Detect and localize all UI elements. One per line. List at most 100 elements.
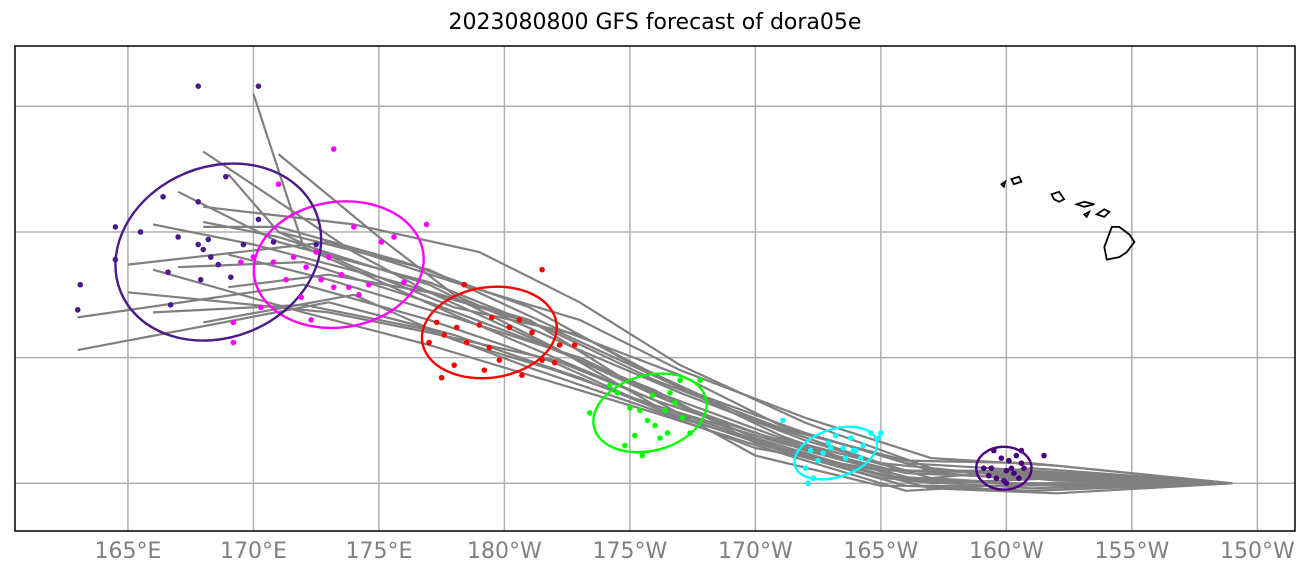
uncertainty-ellipse bbox=[420, 285, 558, 380]
forecast-position-dot bbox=[290, 254, 297, 260]
forecast-position-dot bbox=[112, 256, 119, 263]
forecast-position-dot bbox=[1011, 470, 1017, 477]
forecast-position-dot bbox=[453, 324, 460, 331]
forecast-position-dot bbox=[223, 173, 229, 180]
lon-tick-label: 165°W bbox=[844, 539, 919, 564]
forecast-position-dot bbox=[330, 284, 337, 291]
forecast-position-dot bbox=[551, 359, 558, 366]
forecast-position-dot bbox=[1016, 475, 1022, 482]
forecast-position-dot bbox=[664, 430, 671, 436]
position-markers bbox=[74, 83, 1047, 487]
island-outline bbox=[999, 179, 1007, 189]
forecast-position-dot bbox=[697, 377, 703, 384]
island-outline bbox=[1094, 208, 1111, 218]
forecast-position-dot bbox=[1008, 465, 1015, 471]
lon-tick-label: 175°E bbox=[345, 539, 412, 564]
uncertainty-ellipse bbox=[592, 372, 708, 454]
forecast-position-dot bbox=[175, 234, 181, 240]
forecast-position-dot bbox=[672, 400, 678, 406]
forecast-position-dot bbox=[860, 442, 867, 449]
forecast-position-dot bbox=[77, 281, 84, 288]
forecast-position-dot bbox=[649, 392, 656, 399]
forecast-position-dot bbox=[627, 405, 633, 411]
forecast-position-dot bbox=[167, 302, 174, 308]
forecast-position-dot bbox=[366, 281, 372, 288]
forecast-position-dot bbox=[441, 332, 447, 338]
forecast-position-dot bbox=[74, 307, 81, 313]
forecast-position-dot bbox=[318, 276, 324, 283]
forecast-position-dot bbox=[238, 259, 244, 265]
forecast-position-dot bbox=[815, 457, 821, 464]
forecast-position-dot bbox=[868, 430, 874, 436]
forecast-position-dot bbox=[780, 417, 786, 424]
forecast-position-dot bbox=[667, 389, 673, 396]
forecast-position-dot bbox=[401, 279, 407, 286]
forecast-position-dot bbox=[875, 435, 882, 441]
forecast-position-dot bbox=[988, 465, 995, 471]
uncertainty-ellipse bbox=[252, 200, 425, 330]
lon-tick-label: 160°W bbox=[969, 539, 1044, 564]
forecast-position-dot bbox=[832, 432, 839, 439]
ensemble-track-line bbox=[177, 190, 1233, 485]
forecast-position-dot bbox=[228, 274, 234, 280]
graticule bbox=[15, 46, 1295, 531]
forecast-position-dot bbox=[825, 440, 831, 446]
forecast-position-dot bbox=[632, 432, 638, 439]
forecast-position-dot bbox=[1018, 447, 1025, 454]
forecast-position-dot bbox=[197, 276, 204, 283]
forecast-position-dot bbox=[805, 480, 811, 487]
forecast-position-dot bbox=[200, 246, 207, 253]
forecast-position-dot bbox=[1021, 465, 1027, 471]
forecast-position-dot bbox=[878, 430, 884, 436]
ensemble-track-line bbox=[203, 225, 1233, 485]
forecast-position-dot bbox=[986, 472, 992, 479]
forecast-position-dot bbox=[539, 357, 545, 363]
forecast-position-dot bbox=[255, 216, 262, 223]
lon-tick-label: 170°W bbox=[718, 539, 793, 564]
forecast-position-dot bbox=[230, 339, 237, 346]
map-frame bbox=[14, 45, 1296, 532]
forecast-position-dot bbox=[481, 367, 488, 373]
hawaii-coastline bbox=[999, 175, 1136, 261]
forecast-position-dot bbox=[351, 224, 357, 230]
uncertainty-ellipses bbox=[114, 162, 1033, 491]
longitude-tick-labels: 165°E 170°E 175°E 180°W 175°W 170°W 165°W 160°W… bbox=[94, 539, 1294, 564]
forecast-position-dot bbox=[827, 445, 834, 451]
forecast-position-dot bbox=[980, 465, 987, 471]
forecast-position-dot bbox=[662, 407, 668, 414]
forecast-position-dot bbox=[529, 329, 535, 336]
forecast-position-dot bbox=[270, 239, 277, 245]
forecast-position-dot bbox=[516, 317, 523, 323]
island-outline bbox=[1082, 209, 1092, 219]
forecast-position-dot bbox=[810, 475, 816, 482]
ensemble-track-line bbox=[178, 261, 1233, 485]
forecast-position-dot bbox=[112, 224, 119, 230]
lon-tick-label: 165°E bbox=[94, 539, 161, 564]
forecast-position-dot bbox=[463, 339, 470, 346]
forecast-position-dot bbox=[858, 455, 864, 461]
forecast-position-dot bbox=[451, 362, 458, 368]
lon-tick-label: 150°W bbox=[1220, 539, 1295, 564]
forecast-position-dot bbox=[489, 314, 495, 321]
forecast-position-dot bbox=[637, 407, 643, 414]
ensemble-tracks bbox=[77, 93, 1233, 495]
forecast-position-dot bbox=[195, 83, 202, 90]
forecast-position-dot bbox=[250, 254, 257, 260]
forecast-position-dot bbox=[423, 221, 430, 228]
forecast-position-dot bbox=[476, 322, 483, 328]
forecast-position-dot bbox=[137, 229, 144, 235]
forecast-position-dot bbox=[325, 254, 332, 260]
forecast-position-dot bbox=[842, 455, 849, 461]
forecast-position-dot bbox=[1041, 452, 1047, 459]
forecast-position-dot bbox=[303, 264, 309, 270]
forecast-position-dot bbox=[308, 317, 314, 323]
forecast-position-dot bbox=[991, 447, 997, 454]
lon-tick-label: 175°W bbox=[593, 539, 668, 564]
forecast-position-dot bbox=[313, 241, 319, 248]
forecast-position-dot bbox=[1003, 467, 1010, 474]
forecast-position-dot bbox=[215, 261, 222, 268]
forecast-position-dot bbox=[496, 357, 503, 363]
forecast-position-dot bbox=[207, 254, 214, 260]
island-outline bbox=[1073, 200, 1095, 208]
forecast-position-dot bbox=[539, 266, 545, 273]
